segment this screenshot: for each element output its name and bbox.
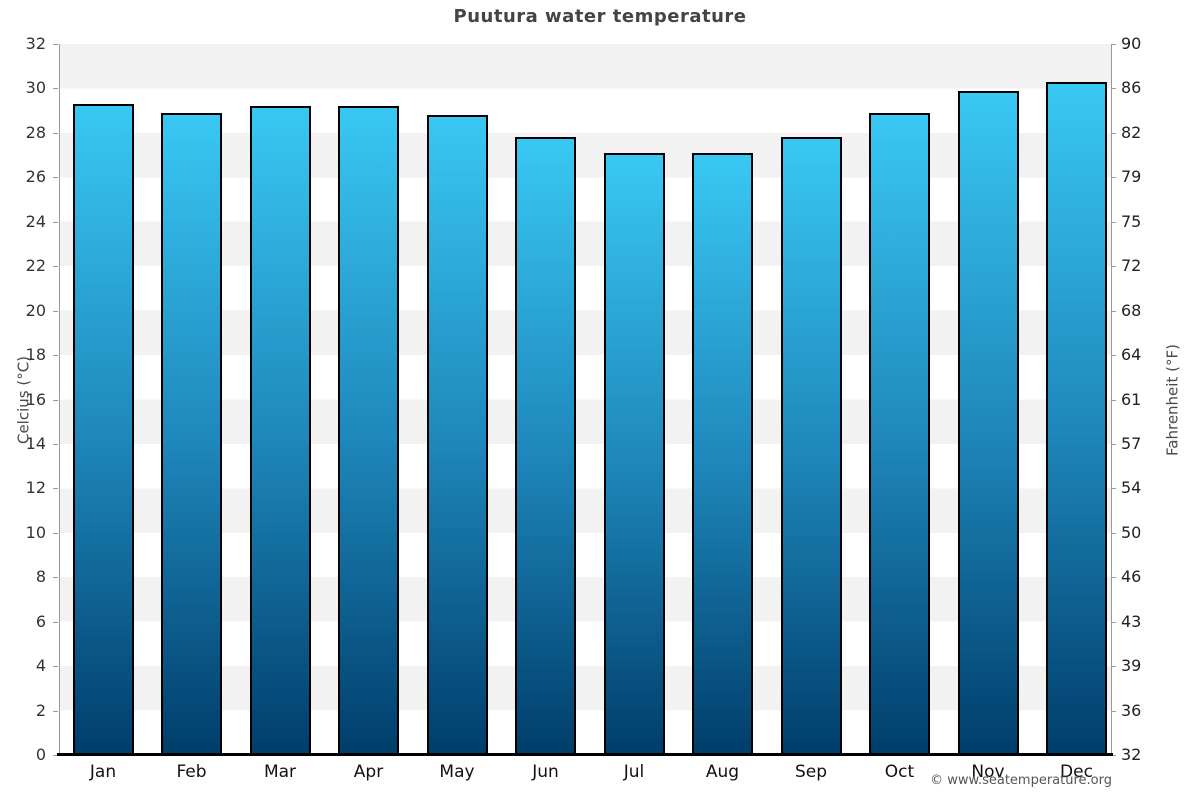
ytick-celsius-30: 30 [25, 78, 46, 98]
tickmark-right [1111, 88, 1116, 90]
ytick-fahrenheit-46: 46 [1121, 567, 1142, 587]
bar-mar [249, 106, 311, 755]
tickmark-left [53, 88, 58, 90]
ytick-fahrenheit-64: 64 [1121, 345, 1142, 365]
tickmark-right [1111, 710, 1116, 712]
ytick-celsius-20: 20 [25, 300, 46, 320]
ytick-celsius-4: 4 [35, 656, 46, 676]
ytick-fahrenheit-32: 32 [1121, 745, 1142, 764]
xtick-may: May [439, 762, 475, 782]
ytick-fahrenheit-43: 43 [1121, 611, 1142, 631]
xtick-jan: Jan [89, 762, 117, 782]
ytick-celsius-0: 0 [35, 745, 46, 764]
bar-jul [603, 152, 665, 755]
ytick-fahrenheit-72: 72 [1121, 256, 1142, 276]
tickmark-right [1111, 621, 1116, 623]
ytick-fahrenheit-36: 36 [1121, 700, 1142, 720]
ytick-celsius-24: 24 [25, 211, 46, 231]
tickmark-right [1111, 310, 1116, 312]
tickmark-right [1111, 443, 1116, 445]
plot-area [59, 44, 1112, 755]
xtick-mar: Mar [263, 762, 297, 782]
watermark: © www.seatemperature.org [930, 773, 1112, 788]
tickmark-left [53, 44, 58, 45]
bar-sep [780, 137, 842, 755]
bar-apr [338, 106, 399, 755]
tickmark-left [53, 355, 58, 357]
tickmark-left [53, 755, 58, 756]
xtick-oct: Oct [884, 762, 915, 782]
xtick-jun: Jun [532, 762, 559, 782]
bar-jan [72, 103, 134, 755]
tickmark-right [1111, 755, 1116, 756]
bar-dec [1046, 81, 1107, 755]
tickmark-left [53, 666, 58, 668]
tickmark-right [1111, 221, 1116, 223]
ytick-celsius-6: 6 [35, 611, 46, 631]
xtick-feb: Feb [176, 762, 207, 782]
bar-jun [515, 137, 576, 755]
tickmark-right [1111, 177, 1116, 179]
xtick-nov: Nov [971, 762, 1005, 782]
y-axis-title-celsius: Celcius (°C) [14, 355, 33, 445]
ytick-celsius-22: 22 [25, 256, 46, 276]
ytick-celsius-28: 28 [25, 122, 46, 142]
tickmark-left [53, 577, 58, 579]
y-axis-title-fahrenheit: Fahrenheit (°F) [1163, 344, 1182, 456]
tickmark-left [53, 221, 58, 223]
ytick-celsius-10: 10 [25, 522, 46, 542]
tickmark-right [1111, 266, 1116, 268]
bar-may [426, 115, 488, 755]
ytick-celsius-26: 26 [25, 167, 46, 187]
ytick-fahrenheit-54: 54 [1121, 478, 1142, 498]
tickmark-left [53, 488, 58, 490]
tickmark-left [53, 399, 58, 401]
ytick-fahrenheit-86: 86 [1121, 78, 1142, 98]
tickmark-left [53, 310, 58, 312]
tickmark-left [53, 132, 58, 134]
xtick-jul: Jul [623, 762, 645, 782]
ytick-fahrenheit-82: 82 [1121, 122, 1142, 142]
tickmark-right [1111, 355, 1116, 357]
tickmark-left [53, 443, 58, 445]
bar-feb [161, 112, 222, 755]
tickmark-left [53, 710, 58, 712]
tickmark-left [53, 621, 58, 623]
xtick-sep: Sep [794, 762, 828, 782]
ytick-fahrenheit-75: 75 [1121, 211, 1142, 231]
ytick-fahrenheit-79: 79 [1121, 167, 1142, 187]
ytick-fahrenheit-57: 57 [1121, 433, 1142, 453]
chart-title: Puutura water temperature [453, 6, 747, 27]
xtick-aug: Aug [705, 762, 740, 782]
xtick-apr: Apr [353, 762, 384, 782]
ytick-fahrenheit-68: 68 [1121, 300, 1142, 320]
tickmark-left [53, 532, 58, 534]
ytick-celsius-8: 8 [35, 567, 46, 587]
tickmark-right [1111, 132, 1116, 134]
ytick-celsius-18: 18 [25, 345, 46, 365]
ytick-celsius-32: 32 [25, 34, 46, 53]
bar-nov [957, 90, 1019, 755]
bar-aug [692, 152, 753, 755]
ytick-fahrenheit-50: 50 [1121, 522, 1142, 542]
tickmark-right [1111, 488, 1116, 490]
ytick-celsius-12: 12 [25, 478, 46, 498]
ytick-celsius-14: 14 [25, 433, 46, 453]
xtick-dec: Dec [1060, 762, 1093, 782]
bar-oct [869, 112, 930, 755]
tickmark-right [1111, 44, 1116, 45]
tickmark-left [53, 266, 58, 268]
tickmark-right [1111, 577, 1116, 579]
tickmark-left [53, 177, 58, 179]
tickmark-right [1111, 666, 1116, 668]
ytick-fahrenheit-61: 61 [1121, 389, 1142, 409]
tickmark-right [1111, 399, 1116, 401]
ytick-fahrenheit-39: 39 [1121, 656, 1142, 676]
ytick-celsius-16: 16 [25, 389, 46, 409]
ytick-celsius-2: 2 [35, 700, 46, 720]
x-axis-line [57, 753, 1113, 756]
tickmark-right [1111, 532, 1116, 534]
ytick-fahrenheit-90: 90 [1121, 34, 1142, 53]
